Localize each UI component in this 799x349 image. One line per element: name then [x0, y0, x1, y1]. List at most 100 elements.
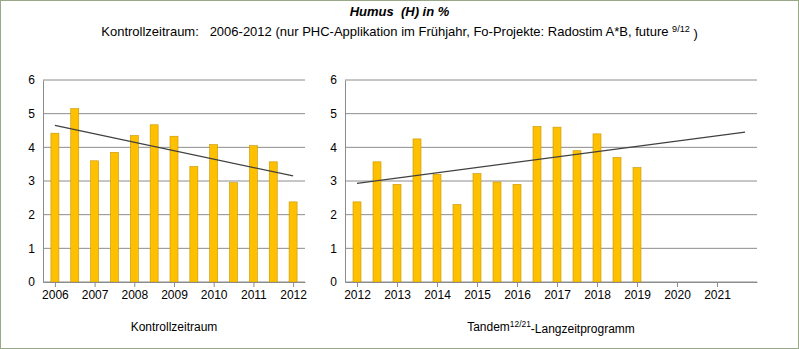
title: Humus (H) in %: [350, 4, 450, 19]
bar: [269, 162, 277, 282]
y-tick-label: 0: [330, 275, 337, 289]
text-part: Kontrollzeitraum: 2006-2012 (nur PHC-App…: [101, 24, 672, 39]
bars: [51, 109, 297, 282]
y-tick-label: 6: [330, 73, 337, 87]
bar: [393, 184, 401, 282]
plot-area: [51, 109, 297, 282]
text-part: Kontrollzeitraum: [131, 320, 218, 334]
y-tick-label: 1: [28, 242, 35, 256]
y-tick: 4: [28, 141, 43, 155]
x-tick-mark: [95, 282, 96, 287]
x-tick: 2007: [82, 282, 109, 302]
bar: [533, 126, 541, 282]
x-tick-mark: [557, 282, 558, 287]
x-tick-label: 2011: [241, 288, 267, 302]
grid-line: [43, 113, 305, 114]
x-tick-label: 2015: [464, 288, 491, 302]
x-tick-label: 2012: [280, 288, 307, 302]
x-tick: 2018: [584, 282, 611, 302]
bar: [71, 109, 79, 282]
y-tick: 4: [330, 141, 345, 155]
bar: [150, 125, 158, 282]
superscript: 12/21: [510, 319, 531, 329]
x-tick: 2011: [241, 282, 267, 302]
y-tick-label: 2: [330, 208, 337, 222]
bar: [513, 184, 521, 282]
grid-line: [43, 80, 305, 81]
bar: [91, 161, 99, 282]
bar: [210, 145, 218, 282]
bar: [230, 183, 238, 282]
bar: [170, 136, 178, 282]
bar: [633, 168, 641, 282]
grid-line: [345, 181, 757, 182]
chart-root: Humus (H) in % Kontrollzeitraum: 2006-201…: [0, 0, 799, 349]
x-tick-label: 2018: [584, 288, 611, 302]
x-tick-label: 2007: [82, 288, 109, 302]
grid: [43, 80, 305, 282]
grid: [345, 80, 757, 282]
y-tick: 5: [28, 107, 43, 121]
x-tick-label: 2013: [384, 288, 411, 302]
bar: [249, 146, 257, 282]
x-tick: 2012: [344, 282, 371, 302]
subtitle: Kontrollzeitraum: 2006-2012 (nur PHC-App…: [101, 24, 697, 41]
y-tick: 0: [28, 275, 43, 289]
x-tick: 2010: [201, 282, 228, 302]
panel: 0 1 2 3 4 5 6 2006 2007 2008 2009 2010 2011 2012 Kontr…: [28, 73, 307, 334]
x-tick-mark: [357, 282, 358, 287]
x-tick-label: 2012: [344, 288, 371, 302]
x-tick-label: 2006: [42, 288, 69, 302]
x-tick-mark: [717, 282, 718, 287]
y-tick-label: 1: [330, 242, 337, 256]
y-axis: 0 1 2 3 4 5 6: [330, 73, 345, 289]
x-tick-mark: [517, 282, 518, 287]
y-tick: 3: [330, 174, 345, 188]
x-tick: 2008: [121, 282, 148, 302]
grid-line: [345, 113, 757, 114]
x-tick: 2014: [424, 282, 451, 302]
x-tick-label: 2019: [624, 288, 651, 302]
y-tick-label: 3: [28, 174, 35, 188]
x-tick-label: 2014: [424, 288, 451, 302]
bars: [353, 126, 641, 282]
text-part: Tandem: [467, 320, 510, 334]
y-tick: 3: [28, 174, 43, 188]
bar: [130, 136, 138, 282]
x-tick-label: 2020: [664, 288, 691, 302]
x-axis-title: Kontrollzeitraum: [131, 320, 218, 334]
y-tick: 6: [330, 73, 345, 87]
bar: [51, 133, 59, 282]
y-tick-label: 0: [28, 275, 35, 289]
trend-line: [357, 132, 745, 183]
y-tick-label: 2: [28, 208, 35, 222]
y-tick-label: 5: [330, 107, 337, 121]
x-tick-mark: [293, 282, 294, 287]
y-tick-label: 4: [330, 141, 337, 155]
text-part: -Langzeitprogramm: [531, 322, 635, 336]
x-tick: 2019: [624, 282, 651, 302]
x-tick-label: 2010: [201, 288, 228, 302]
bar: [413, 139, 421, 282]
x-tick-mark: [597, 282, 598, 287]
x-tick-mark: [253, 282, 254, 287]
bar: [289, 202, 297, 282]
x-axis-line: [346, 282, 758, 283]
y-tick: 1: [330, 242, 345, 256]
x-axis: 2012201320142015201620172018201920202021: [344, 282, 757, 302]
x-tick-label: 2016: [504, 288, 531, 302]
y-tick: 2: [28, 208, 43, 222]
y-tick: 0: [330, 275, 345, 289]
x-tick-label: 2021: [704, 288, 731, 302]
y-tick-label: 3: [330, 174, 337, 188]
x-tick-mark: [637, 282, 638, 287]
x-tick-mark: [55, 282, 56, 287]
y-axis-line: [345, 81, 346, 283]
y-tick-label: 6: [28, 73, 35, 87]
superscript: 9/12: [672, 24, 690, 34]
x-axis-title: Tandem12/21-Langzeitprogramm: [467, 319, 635, 335]
grid-line: [345, 147, 757, 148]
x-tick: 2009: [161, 282, 188, 302]
grid-line: [345, 214, 757, 215]
x-tick-mark: [214, 282, 215, 287]
